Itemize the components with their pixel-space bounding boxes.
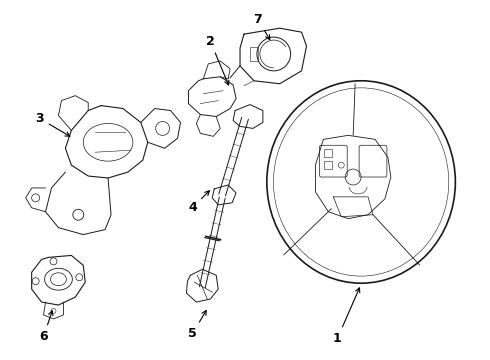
Text: 3: 3 [35, 112, 70, 136]
Text: 6: 6 [39, 311, 53, 343]
Bar [324, 149, 332, 157]
Text: 5: 5 [188, 310, 206, 340]
Text: 4: 4 [188, 191, 209, 214]
Text: 7: 7 [253, 13, 270, 40]
Bar [250, 47, 258, 61]
Text: 1: 1 [333, 288, 360, 345]
Text: 2: 2 [206, 35, 229, 85]
Bar [324, 161, 332, 169]
